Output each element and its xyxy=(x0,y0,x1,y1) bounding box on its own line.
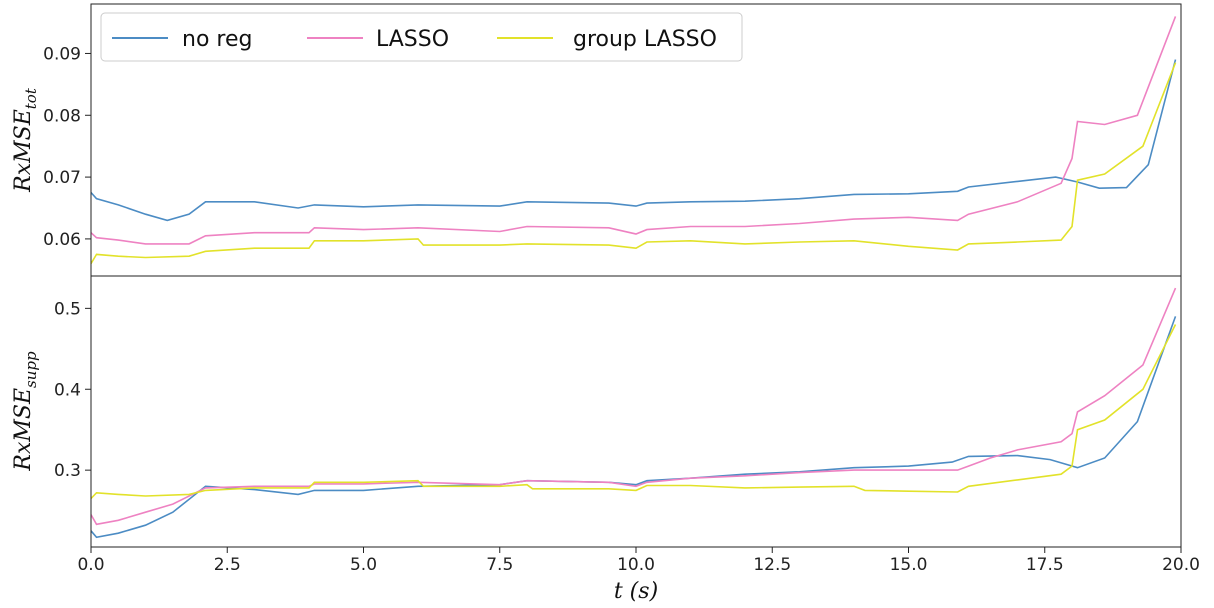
y-tick-label: 0.07 xyxy=(43,168,81,188)
x-axis-label: t (s) xyxy=(614,579,658,604)
series-lines-bottom xyxy=(90,287,1177,539)
legend-box xyxy=(100,12,743,62)
y-axis-label-top: RxMSEtot xyxy=(11,87,40,193)
legend-label-no-reg: no reg xyxy=(182,27,252,52)
y-axis-label-top-sub: tot xyxy=(22,87,40,109)
panel-rxmse-supp: 0.3 0.4 0.5 RxMSEsupp xyxy=(11,287,1177,539)
x-tick-label: 20.0 xyxy=(1162,555,1200,575)
x-axis-label-close: ) xyxy=(649,579,659,604)
x-tick-label: 12.5 xyxy=(753,555,791,575)
y-tick-label: 0.5 xyxy=(54,299,81,319)
y-axis-label-bottom: RxMSEsupp xyxy=(11,351,40,472)
y-axis-label-top-main: RxMSE xyxy=(11,109,36,193)
x-tick-label: 10.0 xyxy=(617,555,655,575)
y-tick-label: 0.4 xyxy=(54,380,81,400)
y-tick-label: 0.08 xyxy=(43,106,81,126)
legend: no reg LASSO group LASSO xyxy=(100,12,743,62)
legend-label-group-lasso: group LASSO xyxy=(573,27,717,52)
series-line-group-lasso-top xyxy=(90,62,1177,265)
legend-items: no reg LASSO group LASSO xyxy=(112,27,717,52)
series-line-group-lasso-bottom xyxy=(90,324,1177,500)
x-tick-label: 17.5 xyxy=(1026,555,1064,575)
series-lines-top xyxy=(90,16,1177,265)
x-tick-label: 5.0 xyxy=(350,555,377,575)
y-tick-label: 0.09 xyxy=(43,44,81,64)
series-line-no-reg-bottom xyxy=(90,316,1177,539)
x-axis-label-t: t ( xyxy=(614,579,639,604)
y-axis-label-bottom-main: RxMSE xyxy=(11,388,36,472)
x-tick-label: 0.0 xyxy=(77,555,104,575)
panel-rxmse-tot: 0.06 0.07 0.08 0.09 RxMSEtot xyxy=(11,16,1177,265)
series-line-lasso-bottom xyxy=(90,287,1177,526)
y-ticks-top: 0.06 0.07 0.08 0.09 xyxy=(43,44,91,250)
x-tick-label: 15.0 xyxy=(890,555,928,575)
y-ticks-bottom: 0.3 0.4 0.5 xyxy=(54,299,91,481)
x-axis-label-s: s xyxy=(638,579,649,604)
y-tick-label: 0.06 xyxy=(43,230,81,250)
series-line-no-reg-top xyxy=(90,59,1177,222)
y-tick-label: 0.3 xyxy=(54,461,81,481)
x-tick-label: 2.5 xyxy=(214,555,241,575)
x-ticks: 0.0 2.5 5.0 7.5 10.0 12.5 15.0 17.5 20.0 xyxy=(77,547,1200,575)
series-line-lasso-top xyxy=(90,16,1177,245)
legend-label-lasso: LASSO xyxy=(376,27,449,52)
y-axis-label-bottom-sub: supp xyxy=(22,351,40,388)
x-tick-label: 7.5 xyxy=(486,555,513,575)
